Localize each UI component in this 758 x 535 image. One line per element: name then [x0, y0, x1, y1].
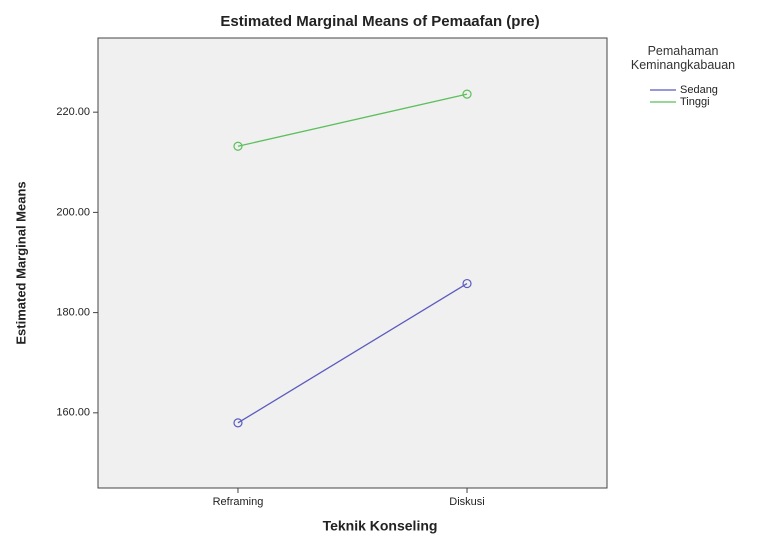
plot-area — [97, 37, 608, 489]
x-tick-label: Diskusi — [449, 496, 484, 508]
legend-label: Tinggi — [680, 96, 710, 108]
point-marker — [233, 418, 243, 428]
y-tick-label: 180.00 — [56, 307, 90, 319]
y-tick-label: 200.00 — [56, 206, 90, 218]
point-marker — [462, 278, 472, 289]
chart-title: Estimated Marginal Means of Pemaafan (pr… — [220, 13, 539, 30]
series-line — [237, 282, 468, 424]
x-tick-label: Reframing — [213, 496, 264, 508]
series-line — [237, 93, 468, 147]
point-marker — [233, 141, 243, 151]
legend-label: Sedang — [680, 84, 718, 96]
y-tick-label: 160.00 — [56, 407, 90, 419]
point-marker — [462, 89, 472, 99]
y-tick-label: 220.00 — [56, 106, 90, 118]
y-axis-label: Estimated Marginal Means — [13, 181, 28, 344]
legend-title: Pemahaman Keminangkabauan — [630, 44, 736, 72]
x-axis-label: Teknik Konseling — [323, 518, 438, 534]
